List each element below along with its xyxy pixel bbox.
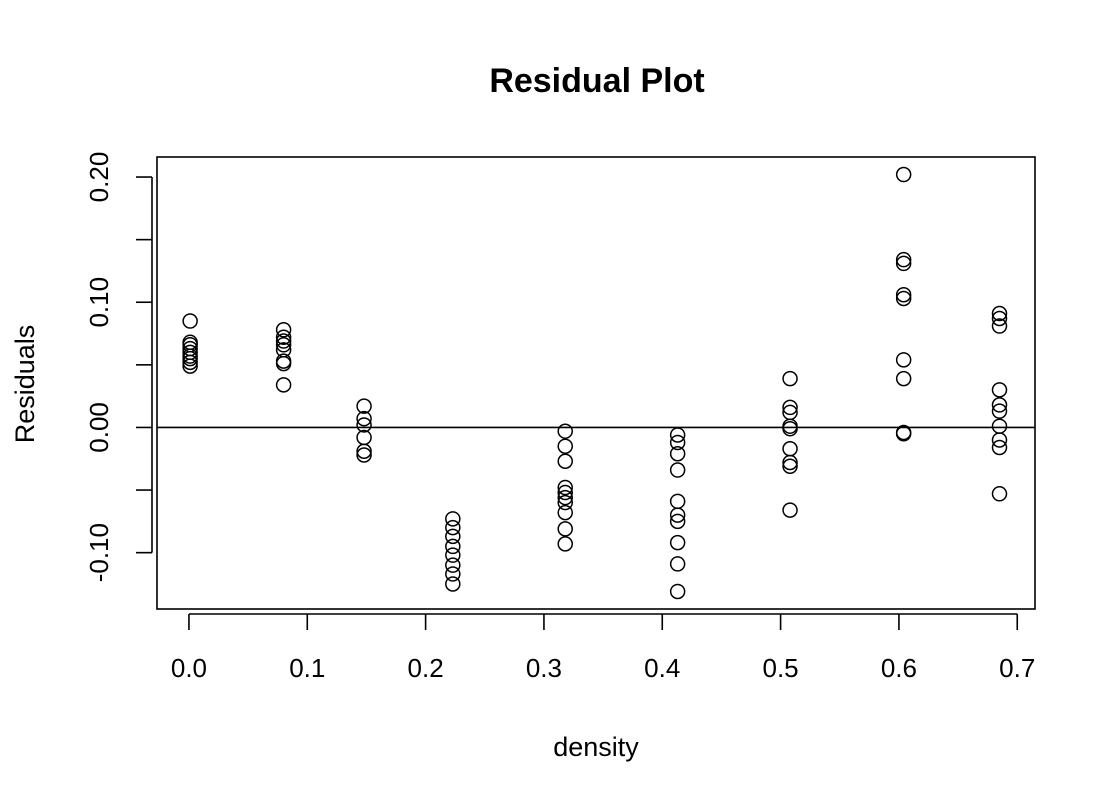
data-point — [991, 418, 1008, 434]
data-point — [669, 513, 686, 530]
data-point — [182, 354, 198, 371]
data-points — [182, 166, 1008, 600]
y-tick-label: 0.10 — [84, 277, 114, 328]
data-point — [669, 583, 686, 600]
x-tick-label: 0.0 — [171, 653, 207, 683]
data-point — [356, 417, 372, 433]
data-point — [991, 432, 1008, 448]
data-point — [445, 566, 461, 582]
data-point — [557, 536, 573, 552]
data-point — [782, 399, 798, 416]
data-point — [669, 445, 686, 462]
data-point — [356, 443, 372, 459]
data-point — [669, 507, 686, 523]
data-point — [445, 547, 461, 563]
data-point — [557, 494, 573, 511]
y-tick-label: -0.10 — [84, 523, 114, 582]
data-point — [895, 352, 912, 368]
data-point — [669, 462, 686, 478]
data-point — [275, 355, 292, 372]
data-point — [275, 329, 292, 346]
data-point — [445, 557, 461, 573]
data-point — [557, 504, 573, 521]
data-point — [991, 305, 1008, 322]
data-point — [275, 322, 292, 338]
x-tick-label: 0.2 — [408, 653, 444, 683]
data-point — [182, 313, 198, 329]
data-point — [557, 479, 573, 496]
data-point — [557, 521, 573, 537]
data-point — [356, 410, 372, 427]
data-point — [669, 493, 686, 510]
data-point — [991, 486, 1008, 502]
x-tick-label: 0.3 — [526, 653, 562, 683]
data-point — [669, 427, 686, 443]
data-point — [275, 333, 292, 349]
data-point — [669, 556, 686, 572]
data-point — [782, 440, 798, 457]
data-point — [782, 420, 798, 437]
data-point — [445, 528, 461, 545]
data-point — [991, 382, 1008, 398]
data-point — [182, 358, 198, 374]
x-tick-label: 0.6 — [881, 653, 917, 683]
data-point — [782, 458, 798, 475]
data-point — [557, 423, 573, 439]
data-point — [895, 251, 912, 268]
data-point — [991, 397, 1008, 413]
data-point — [991, 310, 1008, 327]
x-axis: 0.0 0.1 0.2 0.3 0.4 0.5 0.6 0.7 — [171, 613, 1035, 683]
data-point — [557, 484, 573, 501]
data-point — [895, 425, 912, 442]
x-tick-label: 0.7 — [999, 653, 1035, 683]
data-point — [669, 534, 686, 551]
plot-frame — [156, 156, 1036, 610]
data-point — [557, 489, 573, 506]
x-tick-label: 0.5 — [763, 653, 799, 683]
data-point — [895, 166, 912, 183]
x-tick-label: 0.4 — [644, 653, 680, 683]
data-point — [782, 502, 798, 518]
data-point — [445, 511, 461, 527]
data-point — [356, 447, 372, 463]
data-point — [445, 576, 461, 592]
data-point — [557, 438, 573, 454]
data-point — [895, 286, 912, 303]
data-point — [782, 370, 798, 387]
data-point — [557, 453, 573, 470]
data-point — [991, 318, 1008, 334]
data-point — [275, 337, 292, 353]
data-point — [669, 434, 686, 451]
chart-title: Residual Plot — [489, 62, 704, 100]
data-point — [991, 439, 1008, 456]
x-axis-label: density — [553, 732, 639, 762]
data-point — [895, 255, 912, 272]
data-point — [895, 370, 912, 387]
y-axis: -0.10 0.00 0.10 0.20 — [84, 152, 153, 582]
y-tick-label: 0.00 — [84, 402, 114, 453]
data-point — [445, 538, 461, 555]
x-tick-label: 0.1 — [289, 653, 325, 683]
data-point — [895, 290, 912, 307]
y-axis-label: Residuals — [10, 325, 40, 444]
data-point — [445, 519, 461, 536]
data-point — [356, 398, 372, 414]
data-point — [991, 403, 1008, 419]
data-point — [275, 377, 292, 393]
y-tick-label: 0.20 — [84, 152, 114, 203]
data-point — [182, 350, 198, 367]
data-point — [782, 454, 798, 471]
